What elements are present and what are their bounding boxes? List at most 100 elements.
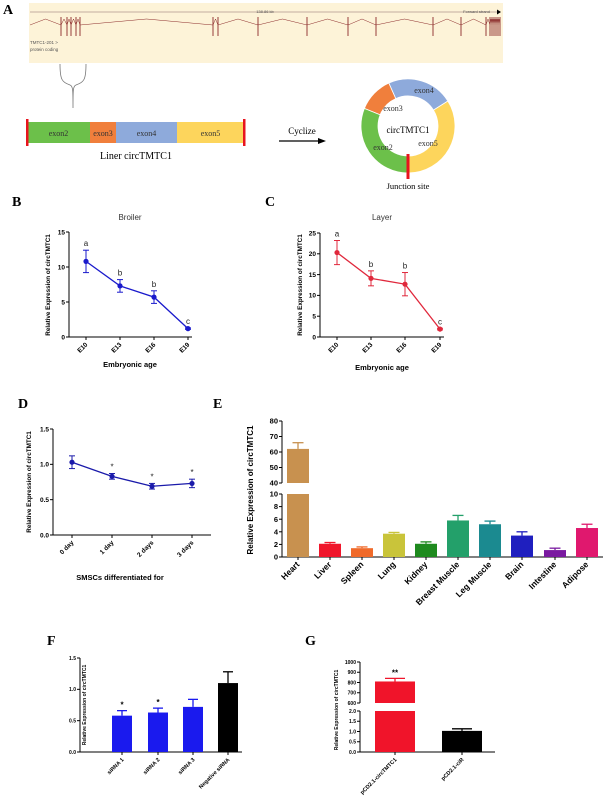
bar	[148, 712, 168, 752]
y-axis-label: Relative Expression of circTMTC1	[26, 431, 33, 533]
gene-track: 138.86 kb Forward strand TMTC1-201 > pro…	[29, 3, 503, 63]
y-tick-label: 700	[348, 691, 357, 697]
x-axis-label: Embryonic age	[355, 363, 409, 372]
transcript-name: TMTC1-201 >	[30, 40, 58, 45]
x-tick-label: Liver	[312, 559, 334, 581]
bar	[351, 548, 373, 557]
x-tick-label: siRNA 1	[106, 757, 125, 776]
x-tick-label: pCD2.1-ciR	[440, 757, 465, 782]
x-tick-label: E19	[178, 341, 191, 354]
y-tick-label: 10	[58, 264, 66, 271]
data-point	[334, 249, 340, 256]
y-tick-label: 0	[274, 553, 278, 562]
x-tick-label: E19	[430, 341, 443, 354]
panel-label-a: A	[3, 3, 14, 18]
significance-label: *	[150, 472, 153, 481]
significance-label: *	[110, 463, 113, 472]
x-axis-label: Embryonic age	[103, 360, 157, 369]
y-tick-label: 0	[312, 334, 316, 341]
series-line	[85, 260, 189, 330]
y-tick-label: 40	[270, 479, 278, 488]
panel-label-e: E	[213, 397, 222, 412]
linear-exon-block	[90, 122, 116, 143]
x-tick-label: Brain	[503, 559, 525, 581]
significance-label: c	[438, 317, 442, 326]
chart-b: 0 5 10 15 Broiler Embryonic age Relative Expre…	[45, 213, 192, 369]
data-point	[151, 294, 157, 300]
x-tick-label: Lung	[376, 559, 398, 581]
x-axis-label: SMSCs differentiated for	[76, 573, 164, 582]
x-tick-label: 2 days	[136, 539, 156, 559]
chart-d: 0.0 0.5 1.0 1.5 SMSCs differentiated for Rela…	[26, 426, 211, 582]
x-tick-label: E13	[361, 341, 374, 354]
x-tick-label: E10	[327, 341, 340, 354]
y-tick-label: 0	[61, 334, 65, 341]
bar	[447, 520, 469, 557]
significance-label: b	[403, 262, 408, 271]
bar	[511, 535, 533, 557]
ring-exon-label: exon5	[418, 139, 438, 148]
y-tick-label: 15	[309, 272, 317, 279]
y-tick-label: 80	[270, 417, 278, 426]
exon-bracket	[59, 63, 87, 109]
y-tick-label: 5	[312, 313, 316, 320]
y-tick-label: 2	[274, 540, 278, 549]
y-axis-label: Relative Expression of circTMTC1	[246, 425, 255, 554]
circular-circtmtc1: exon2 exon3 exon4 exon5	[360, 78, 456, 179]
panel-label-f: F	[47, 634, 56, 649]
significance-label: a	[84, 239, 89, 248]
bar	[112, 715, 132, 752]
y-tick-label: 0.5	[40, 497, 49, 504]
data-point	[109, 473, 115, 479]
y-tick-label: 1000	[345, 660, 356, 666]
chart-f: 0.0 0.5 1.0 1.5 Relative Expression of circT…	[69, 656, 242, 790]
ring-exon-segment	[360, 107, 409, 174]
data-point	[368, 275, 374, 281]
linear-exon-label: exon3	[93, 129, 113, 138]
chart-title: Layer	[372, 213, 392, 222]
x-tick-label: Spleen	[339, 559, 366, 586]
y-tick-label: 4	[274, 527, 279, 536]
y-tick-label: 1.5	[40, 426, 49, 433]
y-tick-label: 10	[309, 293, 317, 300]
x-tick-label: Adipose	[560, 559, 591, 590]
track-scale: 138.86 kb	[256, 9, 274, 14]
bar	[383, 533, 405, 557]
circle-center-label: circTMTC1	[387, 125, 430, 135]
y-tick-label: 1.0	[69, 687, 76, 693]
y-tick-label: 0.5	[349, 740, 356, 746]
x-tick-label: 1 day	[99, 539, 116, 556]
significance-label: **	[392, 668, 399, 677]
track-strand: Forward strand	[463, 9, 490, 14]
significance-label: *	[190, 468, 193, 477]
y-tick-label: 1.0	[349, 729, 356, 735]
y-tick-label: 10	[270, 490, 278, 499]
panel-label-g: G	[305, 634, 316, 649]
bar	[576, 528, 598, 557]
significance-label: b	[369, 260, 374, 269]
y-tick-label: 0.0	[69, 750, 76, 756]
y-tick-label: 50	[270, 463, 278, 472]
bar	[544, 550, 566, 557]
data-point	[185, 326, 191, 332]
significance-label: a	[335, 229, 340, 238]
bar	[375, 681, 415, 703]
bar	[319, 543, 341, 557]
x-tick-label: siRNA 2	[142, 757, 161, 776]
linear-exon-label: exon5	[201, 129, 221, 138]
arrow-head-icon	[318, 138, 326, 144]
series-line	[71, 461, 193, 487]
y-tick-label: 25	[309, 230, 317, 237]
bar	[218, 683, 238, 752]
series-line	[336, 252, 441, 330]
bar	[479, 524, 501, 557]
transcript-type: protein coding	[30, 47, 59, 52]
x-tick-label: Negative siRNA	[198, 757, 231, 790]
bar	[415, 543, 437, 557]
bar	[375, 711, 415, 752]
x-tick-label: E10	[76, 341, 89, 354]
linear-exon-block	[27, 122, 90, 143]
ring-exon-label: exon4	[414, 86, 434, 95]
linear-caption: Liner circTMTC1	[100, 151, 172, 162]
